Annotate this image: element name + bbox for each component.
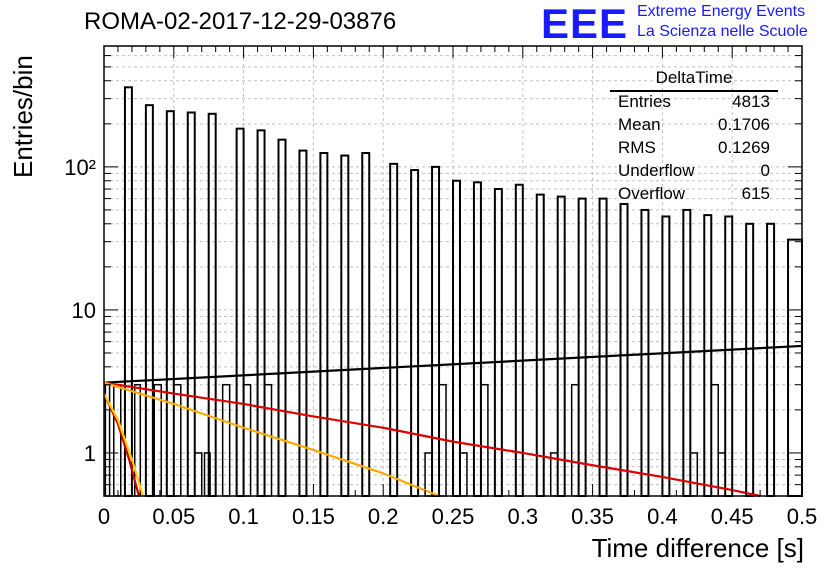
stats-row: RMS 0.1269 <box>618 138 778 160</box>
histogram-bin-low <box>242 383 252 497</box>
y-tick-label: 10² <box>64 155 96 180</box>
x-tick-label: 0.15 <box>292 504 335 529</box>
x-tick-label: 0.4 <box>647 504 678 529</box>
histogram-bin <box>361 152 371 498</box>
histogram-bin-low <box>113 383 122 497</box>
x-tick-label: 0.35 <box>571 504 614 529</box>
stats-row: Entries 4813 <box>618 92 778 114</box>
histogram-bin <box>577 197 587 497</box>
histogram-bin <box>256 129 266 497</box>
histogram-bin <box>319 152 329 498</box>
stats-key: RMS <box>618 138 656 157</box>
histogram-bin <box>598 197 608 497</box>
eee-logo-icon: EEE <box>541 0 629 47</box>
stats-value: 4813 <box>732 92 770 111</box>
stats-value: 615 <box>741 184 770 203</box>
x-tick-label: 0.2 <box>368 504 399 529</box>
stats-key: Overflow <box>618 184 686 203</box>
x-tick-label: 0 <box>98 504 110 529</box>
histogram-bin-low <box>153 383 162 497</box>
chart-title: ROMA-02-2017-12-29-03876 <box>84 8 397 35</box>
histogram-bin-low <box>173 383 182 497</box>
stats-box: DeltaTime Entries 4813 Mean 0.1706 RMS 0… <box>610 68 778 204</box>
histogram-bin <box>766 222 776 497</box>
x-tick-label: 0.05 <box>152 504 195 529</box>
histogram-bin <box>472 181 482 497</box>
histogram-bin <box>235 127 245 497</box>
fit-line <box>103 381 761 498</box>
x-tick-label: 0.45 <box>711 504 754 529</box>
stats-value: 0.1706 <box>718 115 770 134</box>
x-tick-label: 0.25 <box>432 504 475 529</box>
stats-row: Overflow 615 <box>618 184 778 206</box>
histogram-bin <box>389 162 399 497</box>
x-tick-label: 0.3 <box>508 504 539 529</box>
x-tick-label: 0.5 <box>787 504 818 529</box>
histogram-bin <box>745 222 755 497</box>
histogram-bin <box>535 193 545 497</box>
stats-key: Mean <box>618 115 661 134</box>
histogram-bin <box>514 183 524 497</box>
fit-line <box>103 344 803 384</box>
x-axis-label: Time difference [s] <box>591 533 804 563</box>
histogram-bin-low <box>710 383 719 497</box>
histogram-bin-low <box>480 383 489 497</box>
y-tick-label: 1 <box>84 441 96 466</box>
histogram-bin-low <box>263 383 273 497</box>
histogram-bin <box>144 104 154 497</box>
histogram-bin <box>340 154 350 498</box>
x-tick-label: 0.1 <box>228 504 259 529</box>
stats-value: 0.1269 <box>718 138 770 157</box>
fit-line <box>103 381 440 498</box>
fit-line <box>103 393 145 497</box>
histogram-bin <box>703 214 713 497</box>
histogram-bin <box>186 111 196 497</box>
histogram-bin <box>277 138 287 497</box>
histogram-bin <box>452 179 461 498</box>
stats-key: Underflow <box>618 161 695 180</box>
histogram-bin <box>123 86 133 497</box>
eee-logo-line1: Extreme Energy Events <box>637 3 806 20</box>
histogram-bin <box>724 215 734 497</box>
histogram-bin <box>787 238 803 498</box>
y-tick-label: 10 <box>72 298 96 323</box>
histogram-bin <box>165 110 175 498</box>
histogram-bin <box>661 215 671 497</box>
stats-key: Entries <box>618 92 671 111</box>
histogram-bin-low <box>570 383 580 497</box>
histogram-bin <box>207 112 217 497</box>
histogram-bin <box>431 165 441 498</box>
y-axis-label: Entries/bin <box>8 55 38 178</box>
stats-title: DeltaTime <box>610 68 778 92</box>
stats-row: Underflow 0 <box>618 161 778 183</box>
eee-logo-line2: La Scienza nelle Scuole <box>637 23 808 40</box>
histogram-bin <box>619 203 629 497</box>
stats-value: 0 <box>760 161 770 180</box>
stats-row: Mean 0.1706 <box>618 115 778 137</box>
histogram-bin <box>410 169 420 497</box>
